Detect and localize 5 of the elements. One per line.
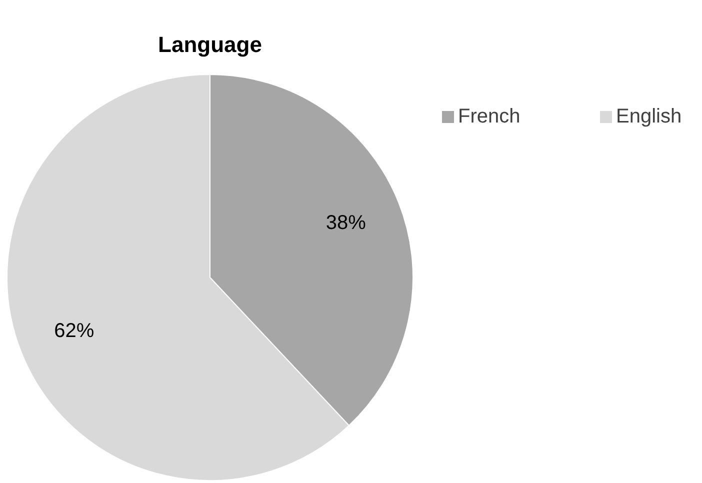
data-label: 62% (54, 320, 94, 342)
data-label: 38% (326, 212, 366, 234)
legend-label: English (616, 106, 682, 128)
chart-title: Language (158, 32, 262, 58)
legend-label: French (458, 106, 520, 128)
